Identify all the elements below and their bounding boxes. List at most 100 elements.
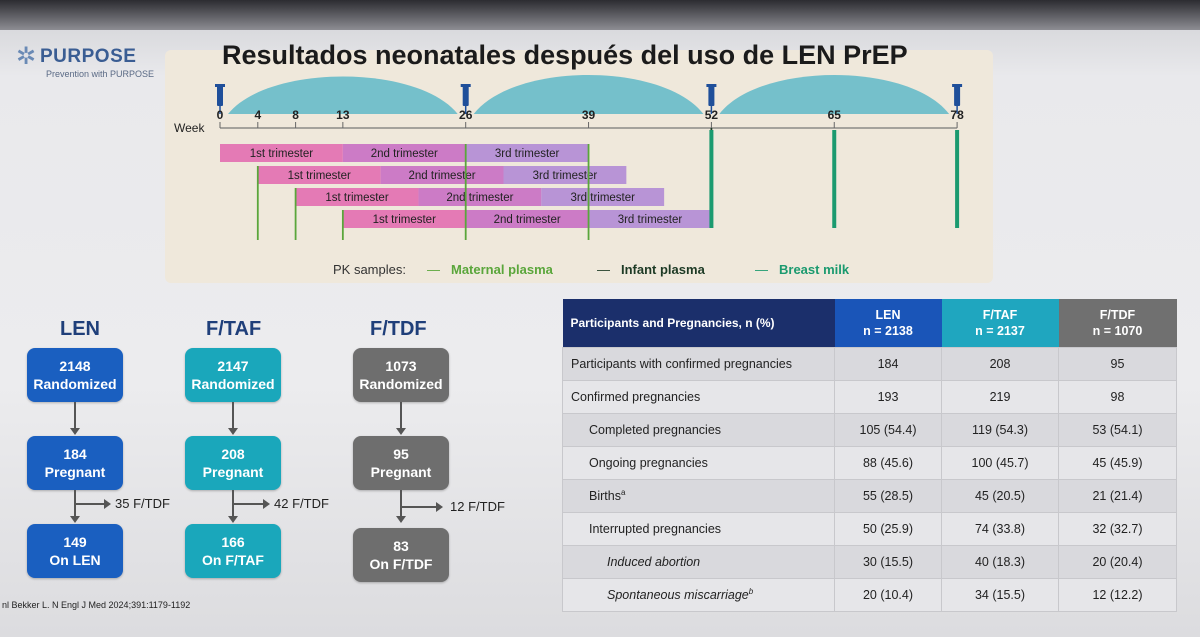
slide-title: Resultados neonatales después del uso de… <box>222 40 908 70</box>
week-tick-label: 78 <box>950 108 964 122</box>
pk-legend-title: PK samples: <box>333 262 406 277</box>
citation: nl Bekker L. N Engl J Med 2024;391:1179-… <box>2 600 191 610</box>
ftdf-col-name: F/TDF <box>1099 308 1136 322</box>
cell-ftdf: 12 (12.2) <box>1058 578 1177 612</box>
table-row: Confirmed pregnancies 193 219 98 <box>562 380 1177 414</box>
ftdf-final-box: 83 On F/TDF <box>353 528 449 582</box>
ftdf-arrow-1 <box>396 428 406 435</box>
trimester-bar <box>588 210 712 228</box>
timeline-graphic: Week 0 4 8 13 26 39 52 65 78 1st trimester 2nd trim… <box>174 75 964 240</box>
legend-milk: Breast milk <box>779 262 850 277</box>
trimester-label: 3rd trimester <box>533 170 598 182</box>
syringe-icon <box>708 86 715 106</box>
ftdf-col-n: n = 1070 <box>1092 324 1143 338</box>
table-header-label: Participants and Pregnancies, n (%) <box>562 299 835 348</box>
legend-maternal: Maternal plasma <box>451 262 553 277</box>
table-row: Participants with confirmed pregnancies … <box>562 347 1177 381</box>
syringe-icon <box>952 84 963 87</box>
week-tick-label: 52 <box>705 108 719 122</box>
ftaf-switch-line <box>233 503 263 505</box>
table-header-ftdf: F/TDF n = 1070 <box>1058 299 1177 348</box>
ftdf-final-label: On F/TDF <box>369 556 433 572</box>
ftaf-column-head: F/TAF <box>206 318 262 340</box>
pk-timeline: Week 0 4 8 13 26 39 52 65 78 1st trimester 2nd trim… <box>165 50 993 283</box>
ftdf-connector-2 <box>400 490 402 516</box>
row-label: Births <box>589 489 621 504</box>
pregnancy-outcomes-table: Participants and Pregnancies, n (%) LEN n… <box>562 299 1177 612</box>
trimester-label: 3rd trimester <box>618 214 683 226</box>
syringe-icon <box>217 86 223 106</box>
cell-ftaf: 100 (45.7) <box>941 446 1059 480</box>
len-final-label: On LEN <box>49 552 101 568</box>
dose-concentration-curve <box>228 76 458 114</box>
cell-ftdf: 21 (21.4) <box>1058 479 1177 513</box>
logo-tagline: Prevention with PURPOSE <box>46 69 155 79</box>
week-tick-label: 39 <box>582 108 596 122</box>
footnote-mark: b <box>748 587 754 597</box>
cell-ftaf: 34 (15.5) <box>941 578 1059 612</box>
syringe-icon <box>215 84 225 87</box>
len-randomized-label: Randomized <box>33 376 117 392</box>
len-pregnant-label: Pregnant <box>44 464 106 480</box>
ftaf-arrow-2 <box>228 516 238 523</box>
cell-ftdf: 45 (45.9) <box>1058 446 1177 480</box>
row-label: Participants with confirmed pregnancies <box>562 347 835 381</box>
trimester-label: 3rd trimester <box>570 192 635 204</box>
trimester-bar <box>541 188 665 206</box>
cell-ftaf: 219 <box>941 380 1059 414</box>
table-header-ftaf: F/TAF n = 2137 <box>941 299 1059 348</box>
row-label: Spontaneous miscarriage <box>607 588 749 603</box>
ftdf-arrow-2 <box>396 516 406 523</box>
len-col-name: LEN <box>875 308 901 322</box>
len-connector-1 <box>74 402 76 428</box>
cell-len: 20 (10.4) <box>834 578 942 612</box>
trimester-bar <box>418 188 542 206</box>
ftdf-randomized-box: 1073 Randomized <box>353 348 449 402</box>
ftaf-arrow-1 <box>228 428 238 435</box>
trimester-label: 1st trimester <box>288 170 351 182</box>
trimester-bar <box>220 144 343 162</box>
ftaf-pregnant-count: 208 <box>221 446 245 462</box>
trimester-label: 1st trimester <box>373 214 436 226</box>
ftdf-final-count: 83 <box>393 538 409 554</box>
len-pregnant-count: 184 <box>63 446 87 462</box>
row-label: Ongoing pregnancies <box>562 446 835 480</box>
len-final-count: 149 <box>63 534 87 550</box>
legend-line-milk: — <box>755 262 768 277</box>
cell-len: 55 (28.5) <box>834 479 942 513</box>
week-tick-label: 4 <box>254 108 261 122</box>
trimester-label: 1st trimester <box>250 148 313 160</box>
cell-ftaf: 45 (20.5) <box>941 479 1059 513</box>
week-tick-label: 0 <box>217 108 224 122</box>
cell-ftdf: 95 <box>1058 347 1177 381</box>
trimester-bar <box>257 166 381 184</box>
cell-len: 30 (15.5) <box>834 545 942 579</box>
table-row: Spontaneous miscarriageb 20 (10.4) 34 (1… <box>562 578 1177 612</box>
ftdf-column-head: F/TDF <box>370 318 427 340</box>
table-header-row: Participants and Pregnancies, n (%) LEN n… <box>562 299 1177 348</box>
logo-name: PURPOSE <box>40 46 137 67</box>
ftaf-col-n: n = 2137 <box>975 324 1025 338</box>
ftdf-switch-line <box>401 506 436 508</box>
len-switch-arrow <box>104 499 111 509</box>
trimester-label: 2nd trimester <box>446 192 513 204</box>
cell-ftaf: 208 <box>941 347 1059 381</box>
ftaf-switch-arrow <box>263 499 270 509</box>
table-row: Induced abortion 30 (15.5) 40 (18.3) 20 … <box>562 545 1177 579</box>
cell-ftaf: 74 (33.8) <box>941 512 1059 546</box>
ftaf-col-name: F/TAF <box>982 308 1018 322</box>
ftaf-randomized-label: Randomized <box>191 376 275 392</box>
cell-ftdf: 20 (20.4) <box>1058 545 1177 579</box>
legend-infant: Infant plasma <box>621 262 705 277</box>
ftaf-final-label: On F/TAF <box>202 552 264 568</box>
dose-concentration-curve <box>719 75 950 114</box>
table-row: Completed pregnancies 105 (54.4) 119 (54… <box>562 413 1177 447</box>
row-label-cell: Birthsa <box>562 479 835 513</box>
ftdf-switch-arrow <box>436 502 443 512</box>
len-column-head: LEN <box>60 318 100 340</box>
week-tick-label: 13 <box>336 108 350 122</box>
cell-len: 50 (25.9) <box>834 512 942 546</box>
trimester-label: 1st trimester <box>325 192 388 204</box>
trimester-label: 2nd trimester <box>409 170 476 182</box>
trimester-bar <box>295 188 419 206</box>
